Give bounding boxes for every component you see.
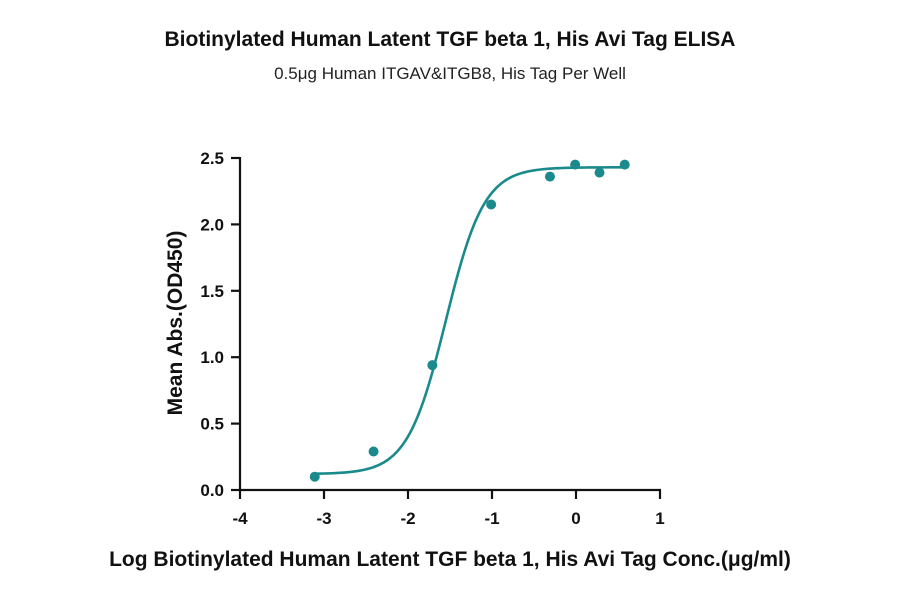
fit-curve xyxy=(314,166,625,476)
chart-subtitle: 0.5μg Human ITGAV&ITGB8, His Tag Per Wel… xyxy=(274,64,626,83)
data-point xyxy=(486,199,497,210)
data-points xyxy=(309,159,630,482)
x-axis-label: Log Biotinylated Human Latent TGF beta 1… xyxy=(109,548,791,571)
x-tick-label: -4 xyxy=(232,509,248,528)
data-point xyxy=(570,159,581,170)
y-tick-label: 1.0 xyxy=(200,348,224,367)
y-tick-label: 1.5 xyxy=(200,282,224,301)
data-point xyxy=(619,159,630,170)
data-point xyxy=(594,167,605,178)
y-tick-label: 0.5 xyxy=(200,415,224,434)
x-tick-label: 1 xyxy=(655,509,664,528)
x-tick-label: -1 xyxy=(484,509,499,528)
y-axis-label: Mean Abs.(OD450) xyxy=(164,231,187,416)
data-point xyxy=(309,471,320,482)
chart-axes xyxy=(238,157,661,492)
data-point xyxy=(368,446,379,457)
chart-title: Biotinylated Human Latent TGF beta 1, Hi… xyxy=(164,28,736,51)
data-point xyxy=(544,171,555,182)
y-tick-label: 2.0 xyxy=(200,215,224,234)
x-ticks: -4 -3 -2 -1 0 1 xyxy=(232,490,665,528)
y-tick-label: 0.0 xyxy=(200,481,224,500)
data-point xyxy=(427,360,438,371)
x-tick-label: 0 xyxy=(571,509,580,528)
y-tick-label: 2.5 xyxy=(200,149,224,168)
x-tick-label: -2 xyxy=(400,509,415,528)
y-ticks: 0.0 0.5 1.0 1.5 2.0 2.5 xyxy=(200,149,240,500)
x-tick-label: -3 xyxy=(316,509,331,528)
